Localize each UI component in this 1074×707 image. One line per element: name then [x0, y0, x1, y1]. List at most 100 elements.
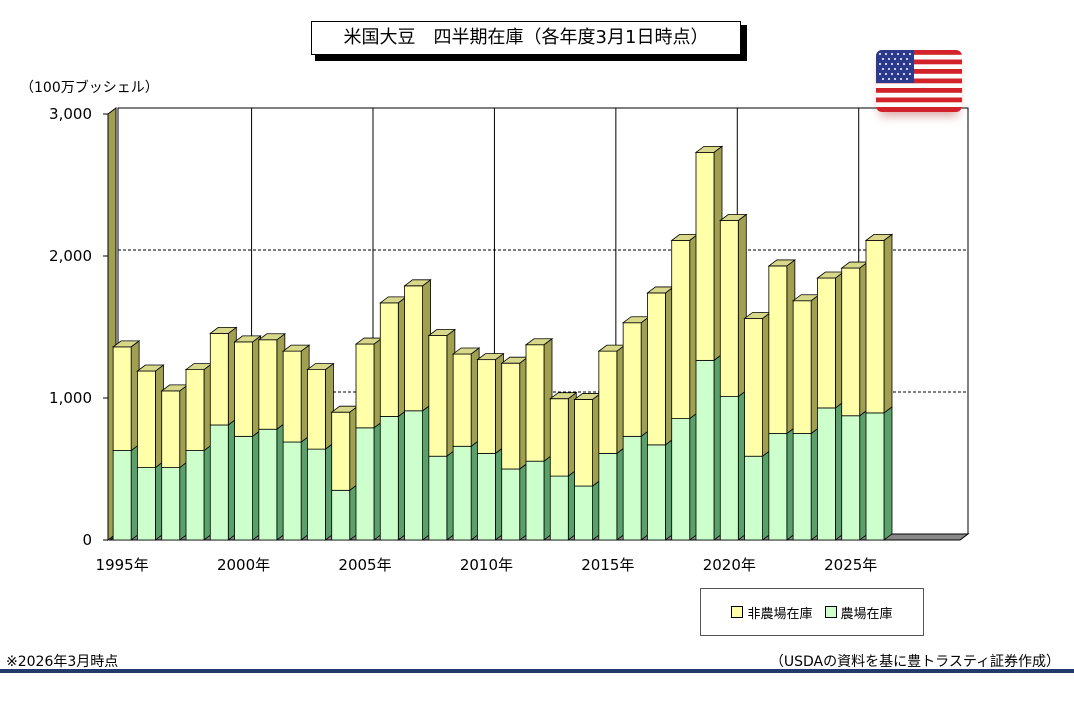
- bar-farm-2025: [841, 415, 861, 541]
- bar-nonfarm-2017: [647, 292, 666, 446]
- bar-nonfarm-2010: [477, 359, 496, 454]
- bar-nonfarm-2022: [768, 265, 788, 434]
- bar-farm-1995: [112, 450, 132, 541]
- bar-nonfarm-1995: [112, 346, 132, 451]
- bar-nonfarm-2001: [258, 339, 278, 430]
- bar-nonfarm-2003-top: [306, 363, 335, 371]
- legend-label-non-farm: 非農場在庫: [747, 606, 813, 622]
- bar-farm-2018: [671, 418, 691, 541]
- bar-farm-1996: [137, 467, 156, 541]
- bar-farm-2004: [331, 489, 351, 541]
- us-flag-icon: [876, 50, 962, 112]
- bottom-divider: [0, 669, 1074, 673]
- bar-nonfarm-1996: [137, 370, 156, 468]
- bar-farm-1997: [161, 467, 181, 541]
- bar-nonfarm-2026: [865, 239, 885, 414]
- bar-farm-2007: [404, 410, 423, 541]
- bar-nonfarm-2018: [671, 239, 691, 419]
- y-tick-label: 3,000: [49, 105, 92, 123]
- legend-item-non-farm: 非農場在庫: [731, 603, 813, 622]
- bar-nonfarm-1997: [161, 390, 181, 468]
- bar-farm-2013: [549, 475, 569, 541]
- legend-label-farm: 農場在庫: [840, 606, 893, 622]
- bar-nonfarm-2005: [355, 343, 375, 429]
- bar-nonfarm-2002-top: [281, 344, 311, 352]
- x-tick-label: 2015年: [581, 556, 634, 574]
- bar-farm-2015: [598, 452, 618, 541]
- bar-farm-2006: [379, 416, 399, 541]
- bar-nonfarm-2008: [428, 335, 448, 457]
- bar-nonfarm-2016: [622, 322, 642, 437]
- bar-nonfarm-2003: [307, 369, 326, 450]
- bar-farm-2011: [501, 468, 521, 541]
- bar-nonfarm-2010-top: [476, 353, 505, 361]
- x-tick-label: 1995年: [96, 556, 149, 574]
- bar-nonfarm-2015: [598, 350, 618, 454]
- bar-farm-2019: [695, 359, 715, 541]
- source-credit: （USDAの資料を基に豊トラスティ証券作成）: [769, 654, 1060, 670]
- x-tick-label: 2010年: [460, 556, 513, 574]
- bar-farm-2001: [258, 428, 278, 541]
- bar-farm-2000: [234, 435, 253, 541]
- bar-nonfarm-2019: [695, 151, 715, 361]
- bar-farm-2003: [307, 448, 326, 541]
- bar-farm-1998: [185, 450, 205, 541]
- legend-item-farm: 農場在庫: [824, 603, 893, 622]
- bar-nonfarm-2007: [404, 285, 423, 412]
- bar-farm-2005: [355, 427, 375, 541]
- bar-farm-2014: [574, 485, 593, 541]
- bar-farm-2002: [282, 441, 302, 541]
- bar-farm-2009: [452, 445, 472, 541]
- bar-nonfarm-2020-top: [719, 214, 748, 221]
- legend-swatch-farm: [824, 606, 837, 618]
- bar-nonfarm-2009: [452, 353, 472, 447]
- y-tick-label: 0: [82, 531, 92, 549]
- bar-nonfarm-2012: [525, 344, 545, 462]
- bar-nonfarm-2006: [379, 302, 399, 417]
- bar-nonfarm-2021: [744, 318, 763, 457]
- legend-swatch-non-farm: [731, 606, 744, 618]
- bar-nonfarm-2009-top: [451, 347, 481, 355]
- bar-nonfarm-2026-top: [864, 233, 894, 241]
- bar-nonfarm-2025: [841, 267, 861, 417]
- bar-nonfarm-2020: [719, 220, 739, 397]
- bar-farm-2026-side: [883, 406, 893, 541]
- bar-nonfarm-2012-top: [524, 338, 554, 346]
- bar-farm-2022: [768, 433, 788, 541]
- bar-nonfarm-1999-top: [209, 326, 238, 334]
- bar-nonfarm-2024: [817, 277, 836, 409]
- bar-farm-2016: [622, 435, 642, 541]
- bar-farm-2021: [744, 455, 763, 541]
- legend: 非農場在庫 農場在庫: [700, 588, 924, 636]
- bar-farm-2020: [719, 396, 739, 541]
- bar-nonfarm-2004: [331, 411, 351, 491]
- bar-nonfarm-2000-top: [233, 335, 262, 343]
- bar-farm-2024: [817, 407, 836, 541]
- bar-nonfarm-2019-top: [694, 145, 724, 153]
- bar-nonfarm-2002: [282, 350, 302, 443]
- bar-nonfarm-2022-top: [767, 259, 797, 267]
- bar-nonfarm-1998: [185, 369, 205, 451]
- bar-farm-2017: [647, 444, 666, 541]
- bar-nonfarm-2008-top: [427, 329, 457, 336]
- y-axis-unit-label: （100万ブッシェル）: [20, 80, 159, 96]
- bar-farm-2008: [428, 455, 448, 541]
- x-tick-label: 2025年: [824, 556, 877, 574]
- bar-nonfarm-1995-top: [111, 340, 141, 348]
- bar-nonfarm-2014: [574, 399, 593, 487]
- bar-nonfarm-2023: [792, 300, 812, 434]
- x-tick-label: 2020年: [703, 556, 756, 574]
- bar-nonfarm-2000: [234, 341, 253, 437]
- bar-farm-2012: [525, 460, 545, 541]
- bar-nonfarm-2013: [549, 398, 569, 477]
- bar-nonfarm-2007-top: [403, 279, 432, 287]
- bar-nonfarm-1999: [209, 332, 229, 426]
- bar-nonfarm-2026-side: [883, 233, 893, 414]
- x-tick-label: 2000年: [217, 556, 270, 574]
- chart-title: 米国大豆 四半期在庫（各年度3月1日時点）: [311, 21, 741, 55]
- footnote: ※2026年3月時点: [6, 654, 119, 670]
- bar-nonfarm-2011: [501, 362, 521, 470]
- bars: [111, 145, 894, 541]
- bar-farm-2026: [865, 412, 885, 541]
